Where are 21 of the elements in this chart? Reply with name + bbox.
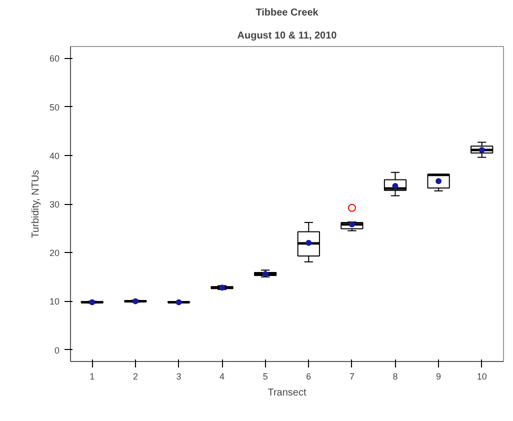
y-tick-label: 60	[49, 54, 60, 64]
chart-title: Tibbee Creek	[256, 8, 319, 18]
chart-subtitle: August 10 & 11, 2010	[237, 30, 338, 42]
y-tick-label: 40	[49, 150, 60, 161]
x-tick-label: 7	[349, 372, 354, 382]
y-tick-label: 0	[54, 345, 60, 356]
x-tick-label: 2	[132, 372, 138, 382]
y-tick-label: 10	[49, 296, 60, 307]
x-tick-label: 8	[392, 372, 398, 382]
x-tick-label: 3	[176, 372, 182, 382]
y-tick-label: 30	[49, 200, 60, 210]
x-axis-title: Transect	[268, 388, 306, 398]
x-tick-label: 9	[436, 372, 442, 382]
y-tick-label: 50	[49, 102, 60, 112]
x-tick-label: 4	[220, 372, 225, 382]
y-tick-label: 20	[49, 248, 60, 258]
x-tick-label: 6	[306, 372, 312, 382]
x-tick-label: 1	[90, 372, 95, 382]
y-axis-title: Turbidity, NTUs	[30, 170, 42, 238]
x-tick-label: 5	[262, 372, 268, 382]
x-tick-label: 10	[476, 372, 487, 382]
